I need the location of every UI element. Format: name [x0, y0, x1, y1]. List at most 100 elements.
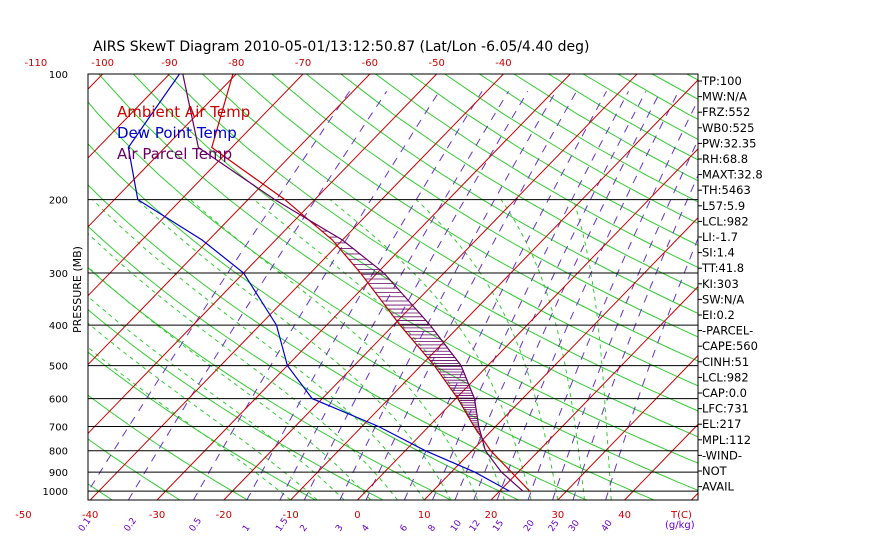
side-panel-value: SI:1.4 — [702, 246, 735, 260]
isotherm — [557, 354, 698, 500]
mixing-ratio-line — [454, 91, 647, 500]
pressure-tick: 500 — [49, 362, 68, 373]
moist-adiabat — [572, 199, 612, 500]
dry-adiabat — [88, 483, 113, 500]
mixing-ratio-line — [403, 91, 607, 500]
legend-entry: Dew Point Temp — [117, 124, 237, 142]
moist-adiabat — [88, 232, 398, 500]
series-line-air-parcel-temp — [182, 74, 524, 492]
side-panel-value: TP:100 — [701, 74, 742, 88]
top-temperature-tick: -70 — [295, 58, 311, 69]
moist-adiabat — [253, 199, 505, 500]
pressure-tick: 400 — [49, 321, 68, 332]
dry-adiabat — [479, 74, 698, 203]
mixing-ratio-line — [473, 91, 661, 500]
dry-adiabat — [88, 394, 248, 500]
top-temperature-tick: -90 — [161, 58, 177, 69]
dry-adiabat — [98, 74, 698, 464]
bottom-temperature-tick: 40 — [618, 510, 631, 521]
moist-adiabat — [88, 346, 291, 500]
side-panel-value: MAXT:32.8 — [702, 168, 763, 182]
moist-adiabat — [329, 199, 532, 500]
mixing-ratio-label: 8 — [427, 523, 439, 534]
side-panel-value: L57:5.9 — [702, 199, 745, 213]
side-panel-value: FRZ:552 — [702, 105, 750, 119]
side-panel-value: SW:N/A — [702, 292, 744, 306]
side-panel-value: PW:32.35 — [702, 136, 756, 150]
mixing-ratio-line — [246, 91, 483, 500]
mixing-ratio-line — [193, 91, 440, 500]
pressure-tick: 600 — [49, 395, 68, 406]
dry-adiabat — [167, 74, 698, 412]
dry-adiabat — [340, 74, 698, 291]
dry-adiabat — [756, 74, 870, 500]
mixing-ratio-label: 0.2 — [123, 516, 139, 533]
side-panel-value: CINH:51 — [702, 355, 749, 369]
mixing-ratio-line — [572, 174, 698, 500]
mixing-ratio-line — [527, 98, 698, 500]
mixing-ratio-label: 10 — [449, 518, 464, 533]
isotherm — [88, 74, 237, 228]
side-panel-value: CAPE:560 — [702, 339, 758, 353]
series-line-ambient-air-temp — [211, 74, 531, 492]
dry-adiabat — [88, 267, 452, 500]
pressure-tick: 900 — [49, 468, 68, 479]
dry-adiabat — [409, 74, 698, 246]
top-temperature-tick: -110 — [24, 58, 47, 69]
pressure-tick: 100 — [49, 70, 68, 81]
bottom-temperature-tick: 20 — [485, 510, 498, 521]
isotherm — [0, 74, 36, 500]
dry-adiabat — [88, 438, 181, 500]
mixing-ratio-line — [496, 91, 679, 500]
mixing-ratio-label: 12 — [468, 519, 483, 534]
series-line-dew-point-temp — [127, 74, 510, 492]
top-temperature-tick: -60 — [362, 58, 378, 69]
side-panel-value: KI:303 — [702, 277, 739, 291]
dry-adiabat — [305, 74, 698, 314]
mixing-ratio-label: 2 — [299, 523, 310, 533]
mixing-ratio-label: 0.5 — [188, 516, 204, 533]
mixing-ratio-label: 20 — [522, 518, 537, 533]
side-panel-value: CAP:0.0 — [702, 386, 747, 400]
side-panel-value: MW:N/A — [702, 90, 747, 104]
pressure-tick: 300 — [49, 269, 68, 280]
side-panel-value: MPL:112 — [702, 433, 751, 447]
side-panel-value: NOT — [702, 464, 728, 478]
dry-adiabat — [271, 74, 698, 338]
bottom-temperature-tick: 10 — [418, 510, 431, 521]
mixing-ratio-label: 1 — [241, 523, 252, 533]
top-temperature-tick: -50 — [428, 58, 444, 69]
side-panel-value: WB0:525 — [702, 121, 754, 135]
isotherm — [624, 423, 698, 500]
side-panel-value: EL:217 — [702, 417, 742, 431]
side-panel-value: LFC:731 — [702, 402, 749, 416]
mixing-ratio-label: 40 — [600, 518, 615, 533]
side-panel-value: TH:5463 — [701, 183, 751, 197]
side-panel-value: TT:41.8 — [701, 261, 744, 275]
mixing-ratio-line — [279, 91, 509, 500]
side-panel-value: LI:-1.7 — [702, 230, 738, 244]
mixing-ratio-line — [127, 91, 388, 500]
top-temperature-tick: -40 — [495, 58, 511, 69]
pressure-tick: 700 — [49, 423, 68, 434]
isotherm — [758, 74, 870, 500]
mixing-ratio-label: 3 — [334, 523, 345, 533]
temperature-unit-label: T(C) — [670, 510, 692, 521]
side-panel-value: -WIND- — [702, 448, 742, 462]
moist-adiabat — [189, 199, 479, 500]
side-panel-value: -PARCEL- — [702, 324, 753, 338]
mixing-ratio-line — [605, 237, 698, 500]
pressure-tick: 800 — [49, 447, 68, 458]
moist-adiabat — [88, 322, 318, 500]
bottom-temperature-tick: -20 — [216, 510, 232, 521]
isotherm — [223, 74, 638, 500]
mixing-ratio-line — [365, 91, 577, 500]
pressure-tick: 200 — [49, 196, 68, 207]
isotherm — [88, 74, 104, 90]
isotherm — [423, 217, 698, 500]
bottom-temperature-tick: 30 — [551, 510, 564, 521]
side-panel-value: EI:0.2 — [702, 308, 735, 322]
moist-adiabat — [88, 266, 372, 500]
